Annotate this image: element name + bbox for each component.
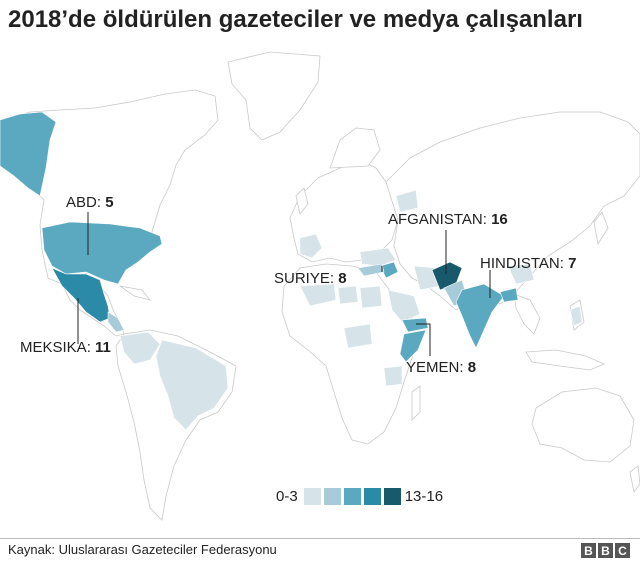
land-southeast-asia	[513, 293, 541, 335]
map-title: 2018’de öldürülen gazeteciler ve medya ç…	[8, 6, 583, 33]
country-alaska	[0, 111, 57, 197]
country-sudan	[343, 323, 373, 349]
land-greenland	[227, 51, 321, 141]
land-new-zealand	[629, 465, 640, 493]
country-labels: ABD: 5 MEKSIKA: 11 SURIYE: 8 AFGANISTAN:…	[20, 194, 576, 376]
label-afghanistan: AFGANISTAN: 16	[388, 211, 508, 228]
country-libya	[337, 285, 359, 305]
legend-swatch-1	[303, 487, 321, 505]
country-yemen	[401, 317, 429, 333]
country-mexico	[51, 267, 111, 323]
logo-letter-2: B	[598, 543, 613, 558]
label-india: HINDISTAN: 7	[480, 255, 576, 272]
legend: 0-3 13-16	[276, 485, 443, 507]
land-australia	[531, 387, 635, 463]
land-scandinavia	[329, 127, 381, 169]
label-syria: SURIYE: 8	[274, 270, 347, 287]
shaded-countries	[0, 111, 583, 431]
country-brazil	[155, 339, 229, 431]
logo-letter-1: B	[581, 543, 596, 558]
country-india	[455, 283, 505, 349]
country-somalia	[399, 329, 427, 363]
country-philippines-sh	[569, 305, 583, 327]
land-uk	[295, 187, 309, 215]
country-colombia	[119, 331, 161, 365]
label-usa: ABD: 5	[66, 194, 114, 211]
country-usa	[41, 221, 163, 285]
world-map: ABD: 5 MEKSIKA: 11 SURIYE: 8 AFGANISTAN:…	[0, 51, 640, 521]
label-mexico: MEKSIKA: 11	[20, 339, 111, 356]
land-indonesia	[525, 349, 605, 371]
land-japan	[593, 211, 609, 246]
country-central-am-light	[107, 311, 125, 333]
legend-high-label: 13-16	[404, 487, 444, 505]
country-ukraine	[359, 247, 397, 267]
country-afghanistan	[431, 261, 463, 291]
logo-letter-3: C	[615, 543, 630, 558]
source-note: Kaynak: Uluslararası Gazeteciler Federas…	[8, 542, 277, 557]
country-china-light	[507, 263, 535, 285]
country-egypt	[359, 285, 383, 309]
country-bangladesh	[499, 287, 519, 303]
label-yemen: YEMEN: 8	[406, 359, 476, 376]
country-turkey	[357, 263, 385, 277]
legend-swatch-5	[383, 487, 401, 505]
bbc-logo: B B C	[579, 543, 630, 558]
land-madagascar	[411, 385, 421, 421]
country-france	[299, 233, 323, 259]
country-tanzania	[383, 365, 403, 387]
legend-swatch-4	[363, 487, 381, 505]
legend-swatch-2	[323, 487, 341, 505]
country-saudi	[387, 289, 421, 323]
land-caribbean	[119, 285, 152, 301]
country-syria	[379, 261, 399, 279]
leader-yemen	[416, 323, 431, 356]
legend-low-label: 0-3	[276, 487, 298, 505]
country-russia-light	[395, 189, 419, 213]
footer-divider	[0, 538, 640, 539]
leader-lines	[77, 212, 491, 356]
country-algeria	[299, 283, 337, 307]
legend-swatch-3	[343, 487, 361, 505]
